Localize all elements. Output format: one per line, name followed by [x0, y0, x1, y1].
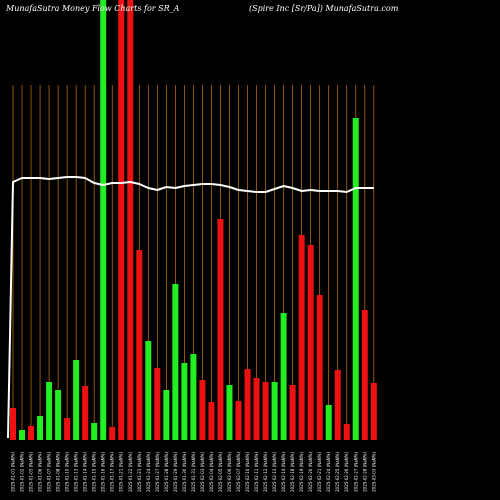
x-tick-label: 2025-01-01 (NaN%): [11, 452, 16, 492]
bar: [361, 310, 368, 440]
bar: [289, 385, 296, 440]
x-tick-label: 2025-01-28 (NaN%): [164, 452, 169, 492]
bar: [190, 354, 197, 440]
x-tick-label: 2025-02-13 (NaN%): [272, 452, 277, 492]
x-tick-label: 2025-02-25 (NaN%): [335, 452, 340, 492]
bar: [100, 0, 107, 440]
bar: [64, 418, 71, 440]
bar: [208, 402, 215, 440]
bar: [253, 378, 260, 440]
bar: [262, 382, 269, 440]
bar: [82, 386, 89, 440]
x-tick-label: 2025-01-22 (NaN%): [128, 452, 133, 492]
x-tick-label: 2025-01-29 (NaN%): [173, 452, 178, 492]
bar: [343, 424, 350, 440]
bar: [280, 313, 287, 440]
bar: [307, 245, 314, 440]
x-tick-label: 2025-02-03 (NaN%): [200, 452, 205, 492]
bar: [136, 250, 143, 440]
line-layer: [7, 176, 374, 439]
x-tick-label: 2025-02-26 (NaN%): [344, 452, 349, 492]
bar: [73, 360, 80, 440]
x-tick-label: 2025-01-14 (NaN%): [83, 452, 88, 492]
bar: [154, 368, 161, 440]
x-tick-label: 2025-02-12 (NaN%): [263, 452, 268, 492]
x-tick-label: 2025-02-27 (NaN%): [353, 452, 358, 492]
x-tick-label: 2025-02-21 (NaN%): [317, 452, 322, 492]
x-tick-label: 2025-01-15 (NaN%): [92, 452, 97, 492]
money-flow-line: [7, 176, 374, 439]
bar: [244, 369, 251, 440]
x-tick-label: 2025-01-30 (NaN%): [182, 452, 187, 492]
x-tick-label: 2025-02-07 (NaN%): [236, 452, 241, 492]
bar: [28, 426, 35, 440]
bar: [118, 0, 125, 440]
x-tick-label: 2025-01-08 (NaN%): [56, 452, 61, 492]
bar: [91, 423, 98, 440]
bar: [109, 427, 116, 440]
bar: [127, 0, 134, 440]
chart-title-left: MunafaSutra Money Flow Charts for SR_A: [5, 4, 180, 13]
x-tick-label: 2025-01-21 (NaN%): [119, 452, 124, 492]
bar: [298, 235, 305, 440]
bar: [55, 390, 62, 440]
bar: [271, 382, 278, 440]
x-tick-label: 2025-02-20 (NaN%): [308, 452, 313, 492]
bar: [145, 341, 152, 440]
x-tick-label: 2025-02-18 (NaN%): [290, 452, 295, 492]
bar: [199, 380, 206, 440]
bar: [46, 382, 53, 440]
bar: [325, 405, 332, 440]
x-tick-label: 2025-02-19 (NaN%): [299, 452, 304, 492]
x-tick-label: 2025-02-14 (NaN%): [281, 452, 286, 492]
chart-title-right: (Spire Inc [Sr/Pa]) MunafaSutra.com: [249, 4, 399, 13]
bar: [163, 390, 170, 440]
bar: [235, 401, 242, 440]
x-tick-label: 2025-01-10 (NaN%): [65, 452, 70, 492]
x-tick-label: 2025-01-31 (NaN%): [191, 452, 196, 492]
bar: [181, 363, 188, 440]
bar: [10, 408, 16, 440]
x-tick-label: 2025-01-06 (NaN%): [38, 452, 43, 492]
x-tick-label: 2025-02-28 (NaN%): [362, 452, 367, 492]
x-tick-label: 2025-02-11 (NaN%): [254, 452, 259, 492]
bar: [352, 118, 359, 440]
x-tick-label: 2025-02-24 (NaN%): [326, 452, 331, 492]
x-tick-label: 2025-02-05 (NaN%): [218, 452, 223, 492]
x-tick-label: 2025-01-17 (NaN%): [110, 452, 115, 492]
bar: [172, 284, 179, 440]
x-tick-label: 2025-01-13 (NaN%): [74, 452, 79, 492]
x-tick-label: 2025-01-24 (NaN%): [146, 452, 151, 492]
x-tick-label: 2025-02-06 (NaN%): [227, 452, 232, 492]
x-tick-label: 2025-01-03 (NaN%): [29, 452, 34, 492]
x-tick-label: 2025-01-27 (NaN%): [155, 452, 160, 492]
x-tick-label: 2025-01-02 (NaN%): [20, 452, 25, 492]
bar: [334, 370, 341, 440]
bar: [37, 416, 44, 440]
bar: [370, 383, 377, 440]
x-tick-label: 2025-02-04 (NaN%): [209, 452, 214, 492]
x-tick-label: 2025-01-16 (NaN%): [101, 452, 106, 492]
bar: [316, 295, 323, 440]
bar: [19, 430, 26, 440]
x-tick-label: 2025-01-23 (NaN%): [137, 452, 142, 492]
bar: [217, 219, 224, 440]
bar: [226, 385, 233, 440]
x-tick-label: 2025-01-07 (NaN%): [47, 452, 52, 492]
tick-label-layer: 2025-01-01 (NaN%) 2025-01-02 (NaN%) 2025-0…: [11, 452, 377, 492]
bar-layer: [10, 0, 377, 440]
x-tick-label: 2025-03-03 (NaN%): [371, 452, 376, 492]
x-tick-label: 2025-02-10 (NaN%): [245, 452, 250, 492]
